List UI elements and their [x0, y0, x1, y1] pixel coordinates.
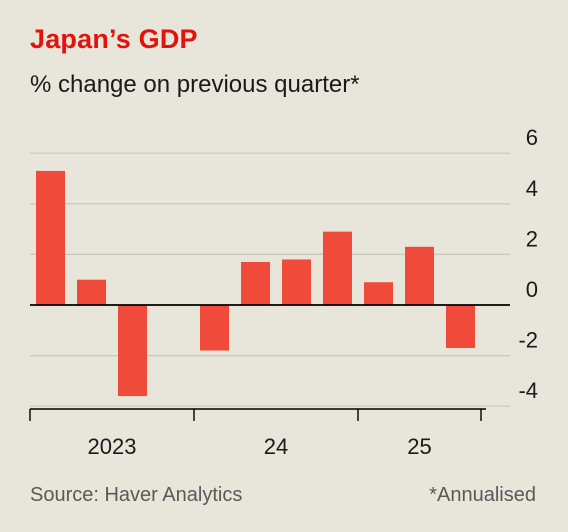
y-tick-label: -4 — [518, 378, 538, 403]
bar — [118, 305, 147, 397]
y-tick-label: 2 — [526, 226, 538, 251]
y-tick-label: -2 — [518, 328, 538, 353]
bar — [282, 259, 311, 305]
bar-chart: 6 4 2 0 -2 -4 2023 24 25 — [29, 125, 538, 459]
bar — [241, 261, 270, 305]
y-tick-label: 6 — [526, 125, 538, 150]
bar — [364, 282, 393, 305]
chart-title: Japan’s GDP — [30, 24, 198, 54]
annualised-note: *Annualised — [429, 484, 536, 506]
source-note: Source: Haver Analytics — [30, 484, 243, 506]
chart-subtitle: % change on previous quarter* — [30, 71, 360, 98]
bar — [323, 231, 352, 305]
bar — [36, 170, 65, 305]
y-tick-label: 0 — [526, 277, 538, 302]
y-tick-label: 4 — [526, 176, 538, 201]
bar — [446, 305, 475, 349]
bar — [77, 279, 106, 305]
x-tick-label: 2023 — [88, 434, 137, 459]
bar — [405, 246, 434, 305]
x-tick-label: 24 — [264, 434, 288, 459]
bar — [200, 305, 229, 351]
x-tick-label: 25 — [407, 434, 431, 459]
